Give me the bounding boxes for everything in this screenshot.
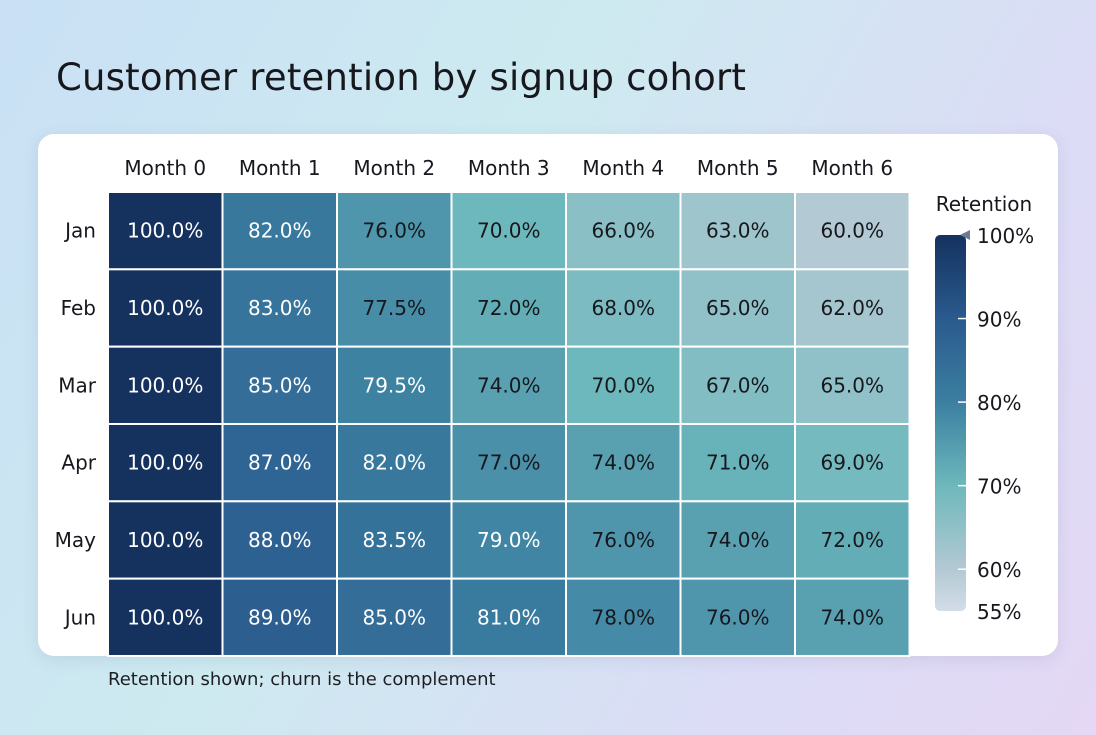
- cell-value-label: 100.0%: [127, 605, 203, 629]
- heatmap-cell: [221, 500, 338, 580]
- y-tick-label: Apr: [61, 451, 96, 475]
- heatmap-cell: [794, 268, 911, 348]
- y-tick-label: Feb: [61, 296, 96, 320]
- heatmap-cell: [336, 500, 453, 580]
- cell-value-label: 74.0%: [820, 605, 884, 629]
- cell-value-label: 62.0%: [820, 296, 884, 320]
- cell-value-label: 65.0%: [706, 296, 770, 320]
- cell-value-label: 70.0%: [477, 219, 541, 243]
- heatmap-cell: [794, 577, 911, 657]
- colorbar-tick-label: 100%: [977, 224, 1034, 248]
- heatmap-cell: [450, 500, 567, 580]
- x-tick-label: Month 6: [811, 156, 893, 180]
- cell-value-label: 74.0%: [706, 528, 770, 552]
- heatmap-cell: [107, 577, 224, 657]
- cell-value-label: 77.5%: [362, 296, 426, 320]
- cell-value-label: 72.0%: [477, 296, 541, 320]
- heatmap-cell: [565, 191, 682, 271]
- x-tick-label: Month 5: [697, 156, 779, 180]
- cell-value-label: 76.0%: [362, 219, 426, 243]
- y-tick-label: May: [55, 528, 97, 552]
- colorbar-tick-label: 70%: [977, 475, 1021, 499]
- cell-value-label: 87.0%: [248, 451, 312, 475]
- cell-value-label: 100.0%: [127, 296, 203, 320]
- cell-value-label: 89.0%: [248, 605, 312, 629]
- cell-value-label: 65.0%: [820, 373, 884, 397]
- cell-value-label: 83.5%: [362, 528, 426, 552]
- cell-value-label: 78.0%: [591, 605, 655, 629]
- heatmap-cell: [679, 577, 796, 657]
- colorbar-tick-label: 80%: [977, 391, 1021, 415]
- cell-value-label: 71.0%: [706, 451, 770, 475]
- x-tick-label: Month 1: [239, 156, 321, 180]
- colorbar-tick-label: 55%: [977, 600, 1021, 624]
- cell-value-label: 79.0%: [477, 528, 541, 552]
- max-marker-icon: [960, 230, 970, 240]
- heatmap-cell: [565, 500, 682, 580]
- heatmap-cell: [794, 500, 911, 580]
- x-tick-label: Month 0: [124, 156, 206, 180]
- heatmap-cell: [794, 345, 911, 425]
- y-tick-label: Jan: [63, 219, 96, 243]
- colorbar: [935, 235, 966, 611]
- footnote: Retention shown; churn is the complement: [108, 669, 496, 690]
- colorbar-title: Retention: [936, 192, 1032, 216]
- x-tick-label: Month 2: [353, 156, 435, 180]
- heatmap-cell: [679, 422, 796, 503]
- cell-value-label: 69.0%: [820, 451, 884, 475]
- cell-value-label: 85.0%: [248, 373, 312, 397]
- cell-value-label: 85.0%: [362, 605, 426, 629]
- cell-value-label: 74.0%: [477, 373, 541, 397]
- cell-value-label: 77.0%: [477, 451, 541, 475]
- heatmap-cell: [794, 422, 911, 503]
- chart-title: Customer retention by signup cohort: [56, 56, 747, 99]
- cell-value-label: 82.0%: [362, 451, 426, 475]
- cell-value-label: 83.0%: [248, 296, 312, 320]
- heatmap-cell: [336, 345, 453, 425]
- x-tick-label: Month 3: [468, 156, 550, 180]
- cell-value-label: 100.0%: [127, 373, 203, 397]
- cell-value-label: 100.0%: [127, 528, 203, 552]
- heatmap-cell: [450, 268, 567, 348]
- cell-value-label: 76.0%: [591, 528, 655, 552]
- cell-value-label: 70.0%: [591, 373, 655, 397]
- cell-value-label: 60.0%: [820, 219, 884, 243]
- cell-value-label: 100.0%: [127, 219, 203, 243]
- heatmap-cell: [450, 191, 567, 271]
- heatmap-cell: [336, 577, 453, 657]
- cell-value-label: 72.0%: [820, 528, 884, 552]
- heatmap-cell: [565, 422, 682, 503]
- heatmap-cell: [221, 422, 338, 503]
- heatmap-cell: [679, 191, 796, 271]
- cell-value-label: 76.0%: [706, 605, 770, 629]
- heatmap-cell: [107, 268, 224, 348]
- cell-value-label: 88.0%: [248, 528, 312, 552]
- cell-value-label: 100.0%: [127, 451, 203, 475]
- cell-value-label: 68.0%: [591, 296, 655, 320]
- colorbar-tick-label: 90%: [977, 308, 1021, 332]
- y-tick-label: Jun: [63, 605, 96, 629]
- heatmap-cell: [336, 268, 453, 348]
- cell-value-label: 66.0%: [591, 219, 655, 243]
- y-tick-label: Mar: [58, 373, 97, 397]
- heatmap-cell: [336, 422, 453, 503]
- heatmap-cell: [221, 577, 338, 657]
- cell-value-label: 82.0%: [248, 219, 312, 243]
- heatmap-cell: [450, 345, 567, 425]
- heatmap-cell: [679, 268, 796, 348]
- cell-value-label: 79.5%: [362, 373, 426, 397]
- cell-value-label: 74.0%: [591, 451, 655, 475]
- cell-value-label: 81.0%: [477, 605, 541, 629]
- colorbar-tick-label: 60%: [977, 558, 1021, 582]
- heatmap-cell: [794, 191, 911, 271]
- heatmap-cell: [565, 268, 682, 348]
- cell-value-label: 63.0%: [706, 219, 770, 243]
- heatmap-cell: [565, 577, 682, 657]
- x-tick-label: Month 4: [582, 156, 664, 180]
- cell-value-label: 67.0%: [706, 373, 770, 397]
